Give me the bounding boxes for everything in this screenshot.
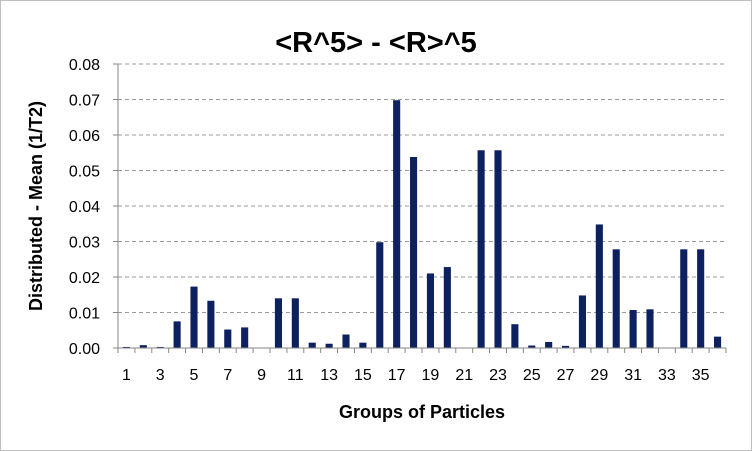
x-tick-label: 35 — [692, 367, 710, 384]
bar-25 — [528, 345, 536, 348]
x-tick-label: 15 — [354, 367, 372, 384]
x-tick-label: 29 — [590, 367, 608, 384]
y-tick-label: 0.07 — [69, 93, 100, 110]
gridlines — [118, 63, 726, 313]
bar-23 — [494, 150, 502, 348]
x-tick-label: 27 — [557, 367, 575, 384]
bar-15 — [359, 342, 367, 348]
bar-7 — [224, 329, 232, 348]
x-tick-label: 21 — [455, 367, 473, 384]
bar-1 — [122, 346, 130, 348]
x-tick-label: 3 — [156, 367, 165, 384]
bar-6 — [207, 300, 215, 348]
x-axis-title: Groups of Particles — [339, 402, 505, 422]
bar-4 — [173, 321, 181, 348]
bar-19 — [426, 273, 434, 348]
x-tick-label: 1 — [122, 367, 131, 384]
bar-5 — [190, 286, 198, 348]
bar-24 — [511, 324, 519, 348]
bar-22 — [477, 150, 485, 348]
y-tick-labels: 0.00 0.01 0.02 0.03 0.04 0.05 0.06 0.07 0.08 — [69, 57, 118, 358]
x-tick-label: 23 — [489, 367, 507, 384]
bar-17 — [393, 100, 401, 349]
x-tick-labels: 1 3 5 7 9 11 13 15 17 19 21 23 25 27 29 31 33 35 — [117, 348, 727, 384]
y-tick-label: 0.03 — [69, 235, 100, 252]
y-tick-label: 0.06 — [69, 128, 100, 145]
bar-14 — [342, 334, 350, 348]
y-tick-label: 0.05 — [69, 164, 100, 181]
bars — [122, 100, 722, 349]
bar-10 — [274, 298, 282, 348]
bar-2 — [139, 345, 147, 348]
bar-36 — [714, 336, 722, 348]
bar-30 — [612, 249, 620, 348]
x-tick-label: 13 — [320, 367, 338, 384]
y-tick-label: 0.04 — [69, 199, 100, 216]
bar-32 — [646, 309, 654, 348]
bar-29 — [595, 224, 603, 348]
bar-34 — [680, 249, 688, 348]
y-tick-label: 0.01 — [69, 306, 100, 323]
bar-31 — [629, 310, 637, 348]
bar-27 — [562, 345, 570, 348]
y-axis-title: Distributed - Mean (1/T2) — [26, 101, 46, 311]
bar-12 — [308, 342, 316, 348]
bar-28 — [578, 295, 586, 348]
x-tick-label: 19 — [422, 367, 440, 384]
y-tick-label: 0.08 — [69, 57, 100, 74]
x-tick-label: 9 — [257, 367, 266, 384]
bar-18 — [410, 157, 418, 348]
bar-16 — [376, 242, 384, 348]
bar-13 — [325, 343, 333, 348]
x-tick-label: 25 — [523, 367, 541, 384]
bar-26 — [545, 341, 553, 348]
bar-11 — [291, 298, 299, 348]
y-tick-label: 0.02 — [69, 270, 100, 287]
bar-3 — [156, 346, 164, 348]
bar-35 — [697, 249, 705, 348]
x-tick-label: 11 — [287, 367, 304, 384]
bar-8 — [241, 327, 249, 348]
chart-title: <R^5> - <R>^5 — [275, 27, 477, 59]
x-tick-label: 7 — [223, 367, 232, 384]
x-tick-label: 33 — [658, 367, 676, 384]
x-tick-label: 5 — [190, 367, 199, 384]
y-tick-label: 0.00 — [69, 341, 100, 358]
x-tick-label: 31 — [624, 367, 642, 384]
bar-20 — [443, 267, 451, 348]
x-tick-label: 17 — [388, 367, 406, 384]
